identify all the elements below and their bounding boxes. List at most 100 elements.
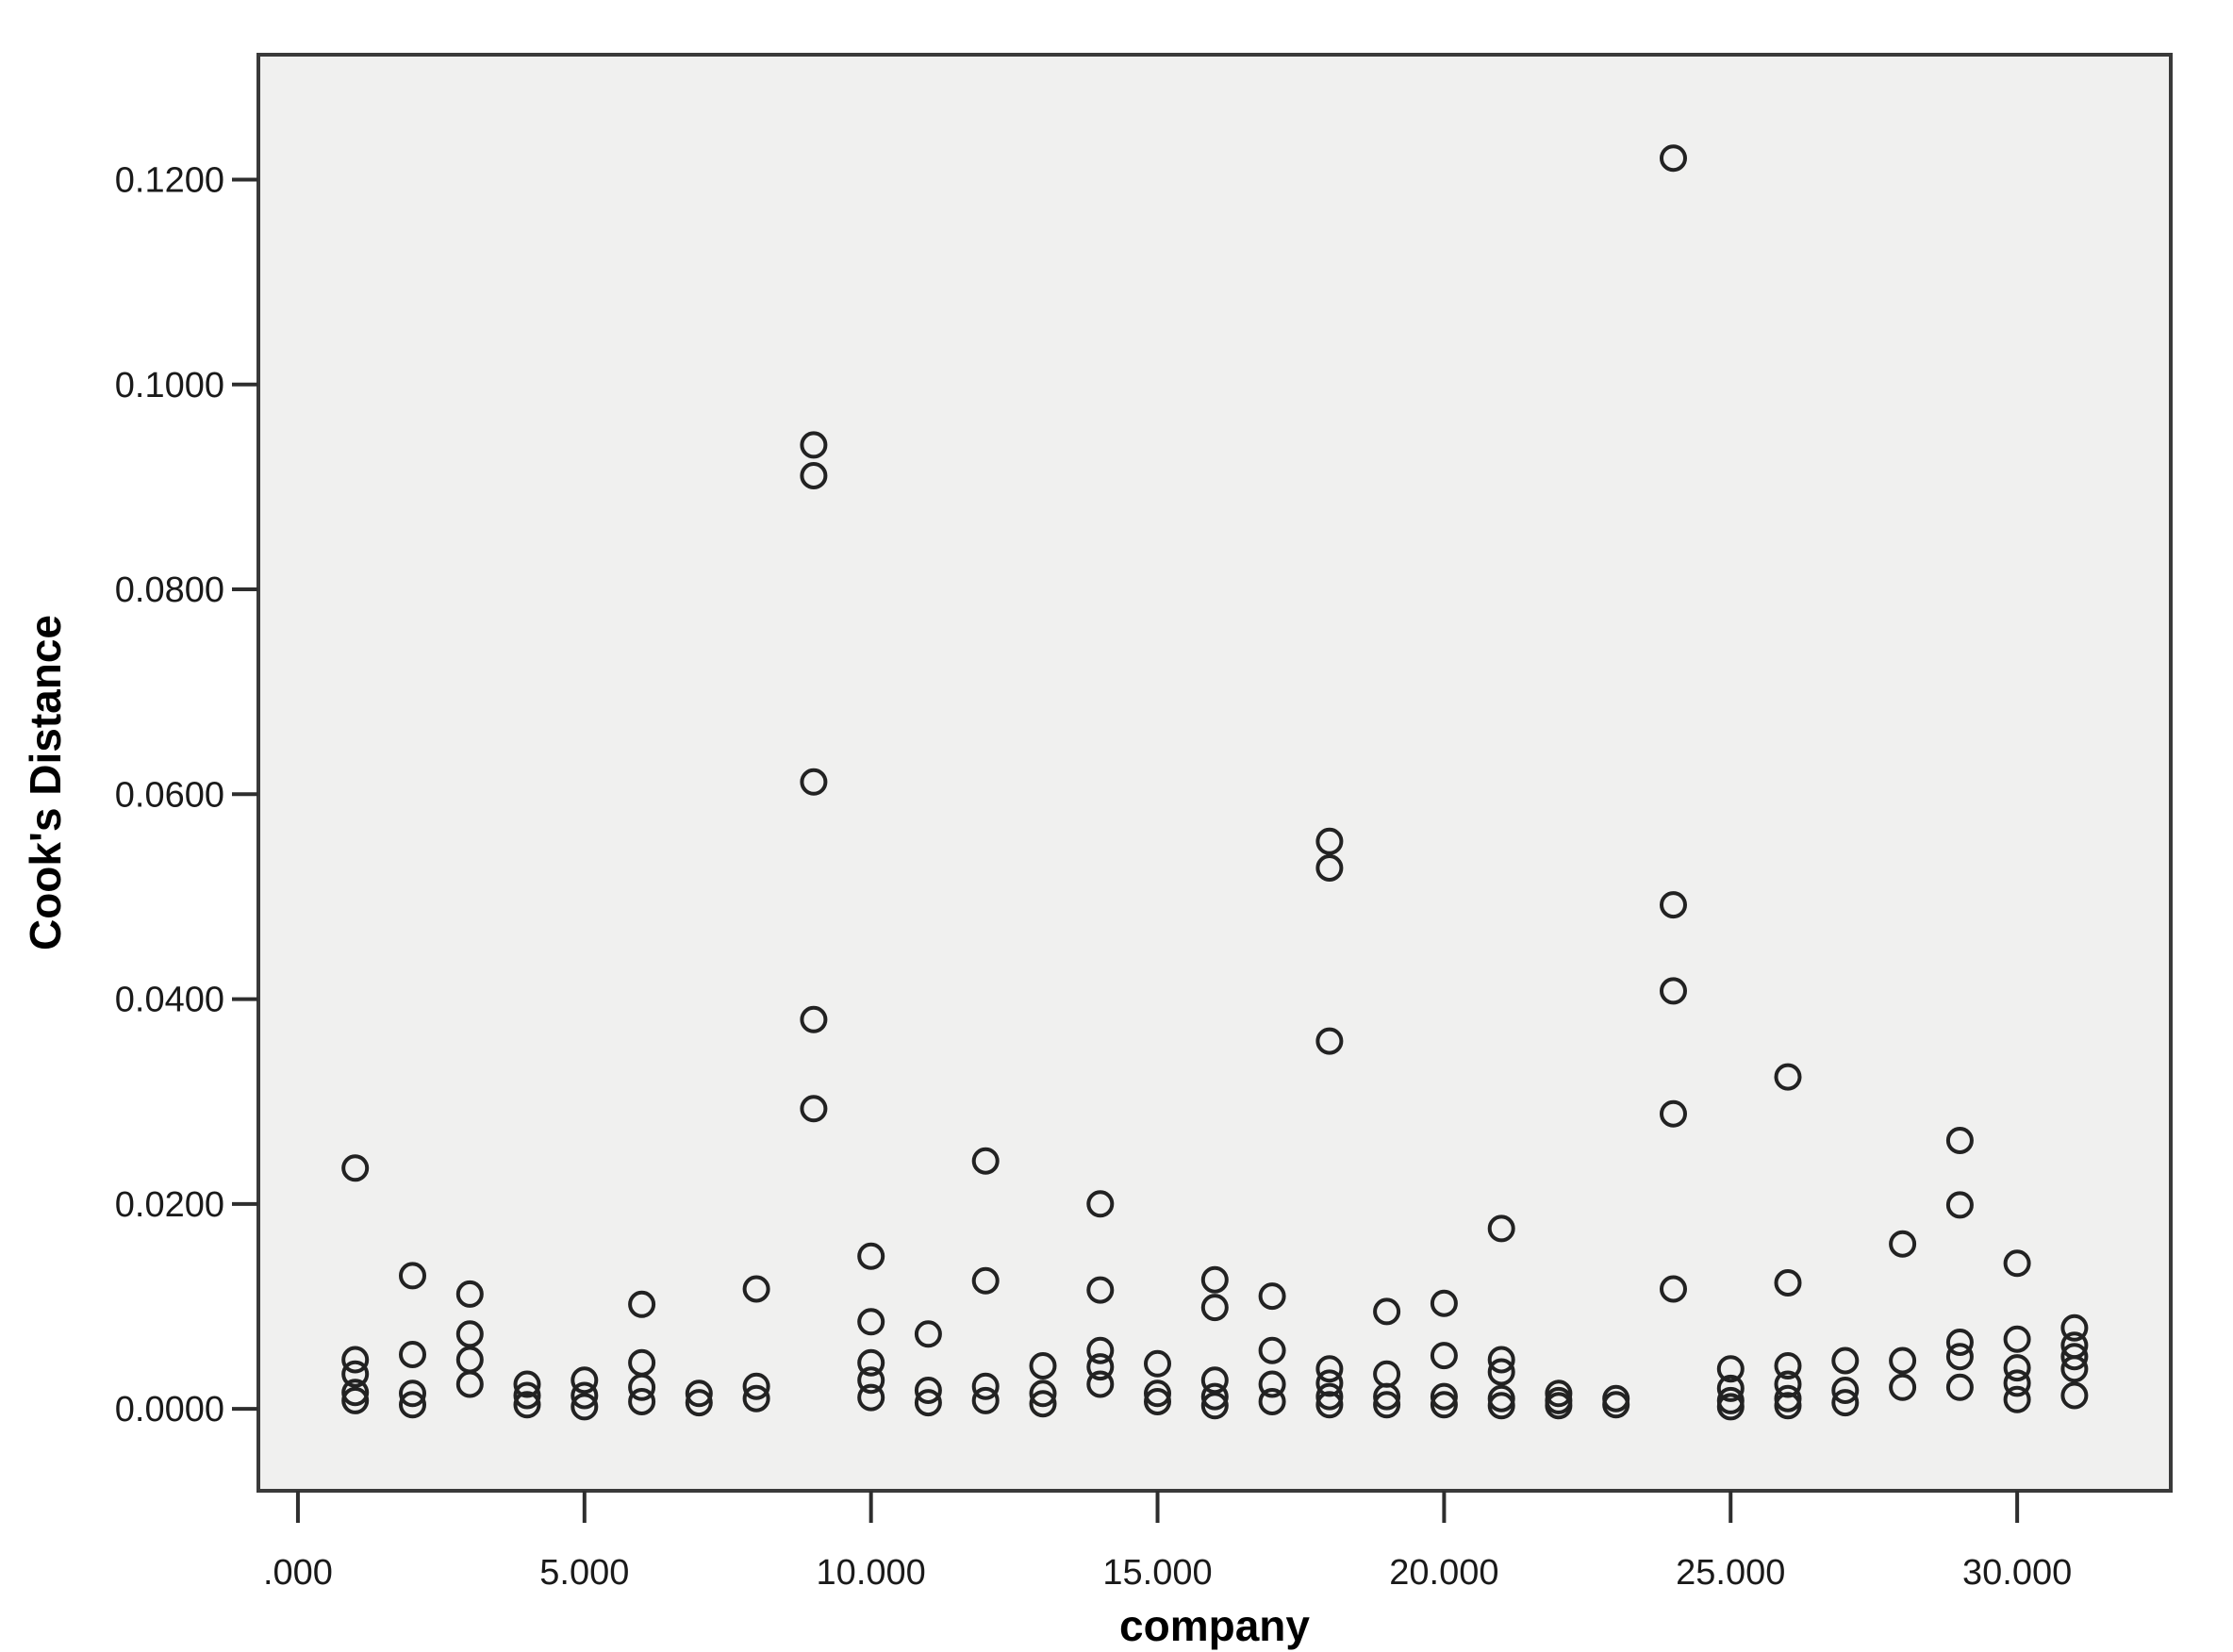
data-point: [1086, 1276, 1115, 1304]
x-axis-title: company: [1119, 1601, 1310, 1650]
data-point: [1660, 891, 1687, 919]
data-point: [1545, 1379, 1573, 1408]
data-point: [971, 1372, 1000, 1400]
y-tick-label: 0.0800: [115, 570, 224, 610]
y-tick-label: 0.0000: [115, 1390, 224, 1429]
data-point: [1831, 1377, 1860, 1404]
y-axis-title: Cook's Distance: [21, 615, 70, 950]
data-point: [971, 1386, 1000, 1414]
data-point: [857, 1348, 885, 1377]
data-point: [1889, 1230, 1917, 1258]
data-point: [513, 1381, 541, 1410]
data-point: [455, 1370, 484, 1398]
data-point: [1315, 854, 1344, 882]
data-point: [2003, 1249, 2031, 1278]
data-point: [455, 1320, 484, 1348]
data-point: [513, 1391, 541, 1419]
x-tick-label: 20.000: [1389, 1553, 1498, 1593]
data-point: [1144, 1349, 1171, 1378]
data-point: [1315, 1355, 1344, 1383]
data-point: [2060, 1381, 2089, 1410]
data-point: [1774, 1392, 1802, 1420]
data-point: [2003, 1385, 2031, 1413]
data-point: [800, 1095, 828, 1123]
data-point: [914, 1320, 942, 1348]
data-point: [1487, 1384, 1515, 1412]
data-point: [1945, 1343, 1974, 1371]
data-point: [1029, 1390, 1057, 1418]
data-point: [800, 768, 828, 796]
data-point: [800, 1005, 828, 1033]
data-point: [571, 1366, 599, 1395]
data-point: [1487, 1358, 1515, 1386]
data-point: [800, 462, 828, 489]
data-point: [2060, 1313, 2089, 1342]
x-axis: .000 5.000 10.000 15.000 20.000 25.000 30.000: [263, 1491, 2072, 1593]
data-point: [1774, 1269, 1802, 1297]
x-tick-label: 25.000: [1676, 1553, 1785, 1593]
data-point: [1945, 1373, 1974, 1401]
data-point: [1200, 1294, 1229, 1322]
data-point: [742, 1372, 770, 1400]
data-point: [455, 1280, 484, 1308]
data-point: [1315, 1382, 1344, 1411]
data-point: [1373, 1391, 1401, 1419]
data-point: [1774, 1384, 1802, 1412]
data-point: [914, 1389, 942, 1417]
data-point: [2003, 1354, 2031, 1382]
data-point: [341, 1154, 370, 1182]
data-point: [742, 1275, 770, 1303]
data-point: [1086, 1353, 1115, 1381]
data-point: [628, 1290, 656, 1318]
data-point: [1029, 1379, 1057, 1408]
data-point: [628, 1373, 656, 1401]
data-point: [1430, 1342, 1458, 1370]
data-point: [857, 1383, 885, 1412]
data-point: [1315, 1369, 1344, 1397]
data-point: [1315, 1391, 1344, 1419]
data-point: [2060, 1343, 2089, 1371]
data-point: [1487, 1346, 1515, 1374]
data-point: [971, 1147, 1000, 1175]
data-point: [685, 1389, 713, 1417]
data-point: [1487, 1392, 1515, 1420]
data-point: [1315, 1027, 1344, 1055]
x-tick-label: 30.000: [1962, 1553, 2072, 1593]
data-point: [513, 1370, 541, 1398]
data-point: [1889, 1373, 1917, 1401]
x-tick-label: 10.000: [817, 1553, 926, 1593]
data-point: [1430, 1391, 1458, 1419]
data-point: [341, 1360, 370, 1388]
data-point: [1258, 1370, 1286, 1398]
data-point: [1200, 1265, 1229, 1294]
data-point: [1774, 1370, 1802, 1398]
data-point: [399, 1341, 426, 1368]
y-tick-label: 0.0400: [115, 981, 224, 1020]
data-point: [1373, 1297, 1401, 1326]
data-point: [971, 1266, 1000, 1295]
data-point: [399, 1391, 426, 1419]
data-point: [1716, 1393, 1745, 1421]
data-point: [1716, 1374, 1745, 1402]
data-point: [1430, 1289, 1458, 1317]
data-point: [1602, 1391, 1630, 1419]
data-point: [1258, 1388, 1286, 1415]
data-point: [1945, 1127, 1974, 1154]
data-point: [1258, 1336, 1286, 1364]
y-axis: 0.0000 0.0200 0.0400 0.0600 0.0800 0.1000 0.12…: [115, 161, 258, 1429]
data-point: [628, 1388, 656, 1415]
data-point: [857, 1242, 885, 1270]
data-point: [1716, 1355, 1745, 1383]
data-point: [1200, 1366, 1229, 1395]
data-point: [1430, 1382, 1458, 1411]
data-point: [857, 1366, 885, 1395]
data-point: [1144, 1388, 1171, 1415]
data-point: [2060, 1355, 2089, 1383]
y-tick-label: 0.1200: [115, 161, 224, 201]
data-point: [341, 1379, 370, 1407]
data-point: [1029, 1352, 1057, 1379]
data-point: [914, 1377, 942, 1404]
data-point: [1660, 144, 1687, 173]
